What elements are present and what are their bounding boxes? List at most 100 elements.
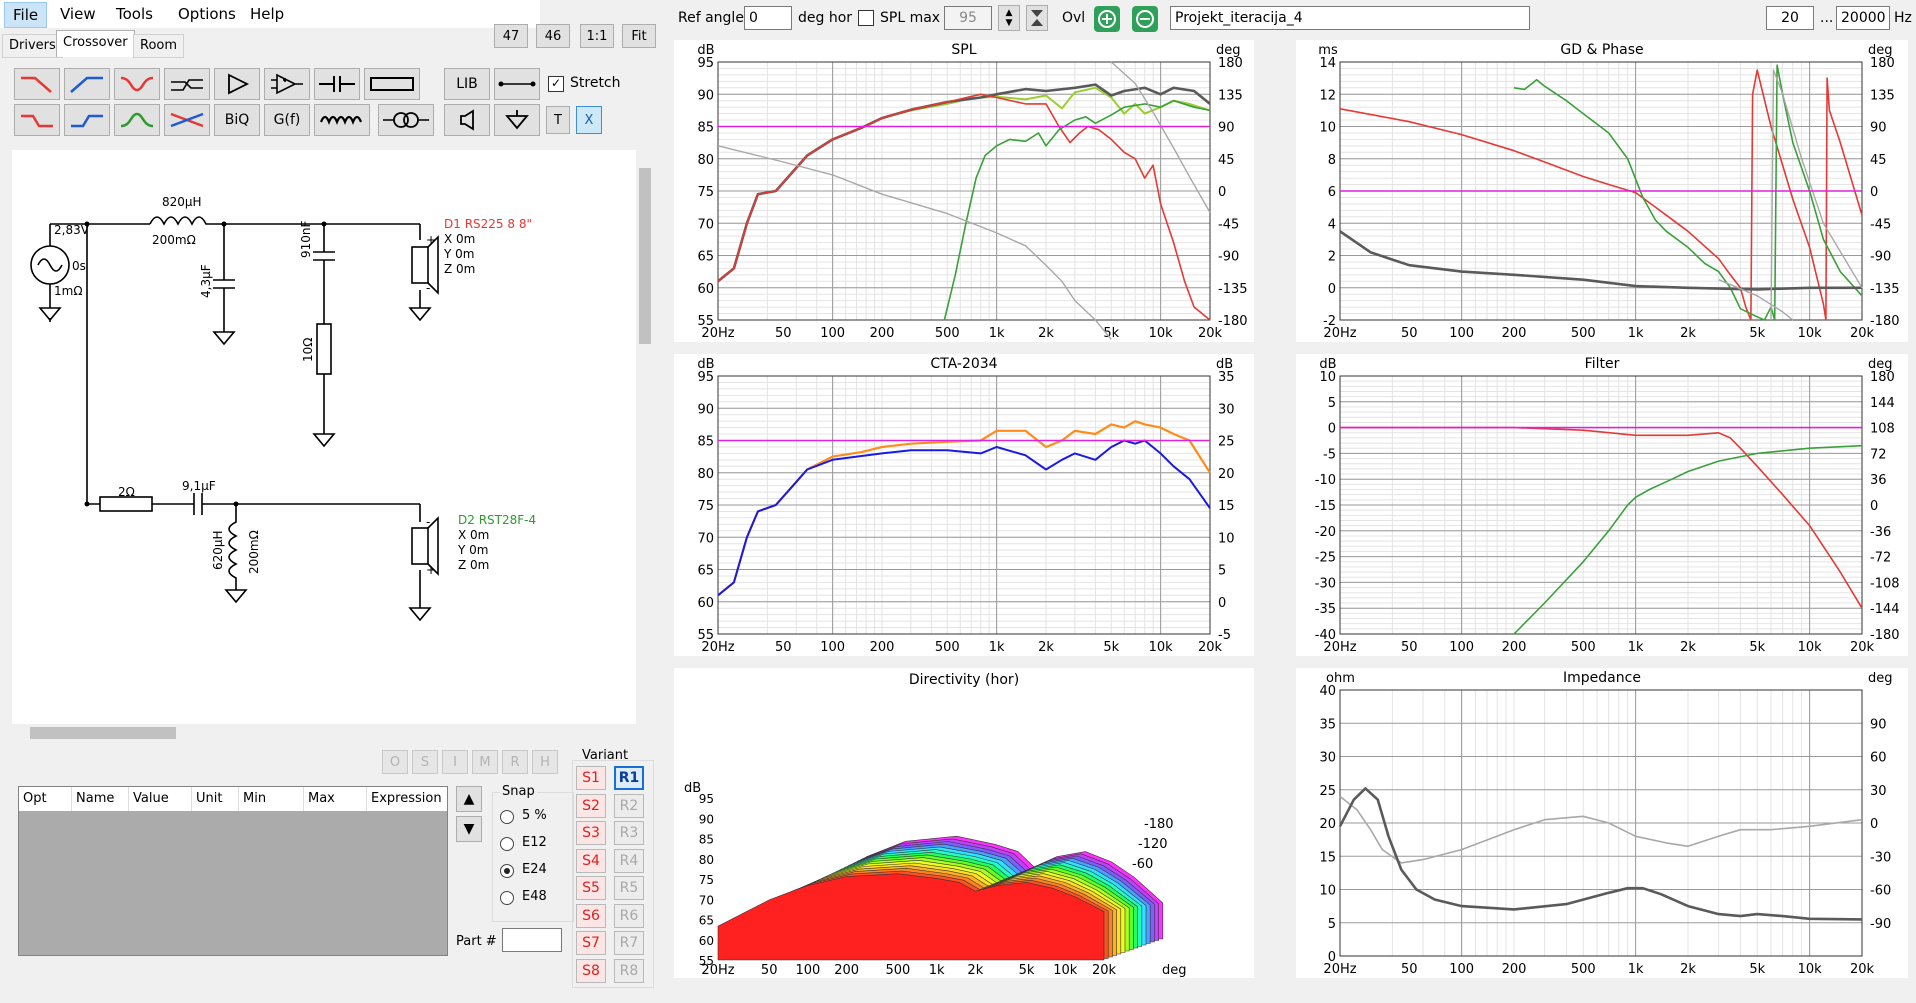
bandpass-filter-button[interactable] [114, 104, 160, 136]
spl-chart[interactable]: SPL dB deg 95 90 85 80 75 70 65 60 55 180 135 90 45 0 -45… [674, 40, 1254, 342]
optimizer-button-r[interactable]: R [502, 750, 528, 774]
variant-s5-button[interactable]: S5 [576, 876, 606, 900]
variant-s2-button[interactable]: S2 [576, 793, 606, 818]
capacitor-button[interactable] [314, 68, 360, 100]
amplifier-button[interactable] [214, 68, 260, 100]
speaker-button[interactable] [444, 104, 490, 136]
button-1-to-1[interactable]: 1:1 [580, 24, 614, 48]
directivity-y-tick: 75 [699, 873, 714, 887]
variant-r6-button[interactable]: R6 [614, 903, 644, 928]
optimizer-table[interactable]: Opt Name Value Unit Min Max Expression [18, 786, 448, 956]
ground-button[interactable] [494, 104, 540, 136]
freq-max-input[interactable] [1836, 6, 1890, 30]
tab-drivers[interactable]: Drivers [2, 34, 63, 58]
variant-r1-button[interactable]: R1 [614, 766, 644, 790]
highpass-filter-button[interactable] [64, 68, 110, 100]
col-opt[interactable]: Opt [19, 787, 72, 811]
spl-title: SPL [951, 42, 976, 58]
menu-help[interactable]: Help [250, 5, 285, 23]
optimizer-button-o[interactable]: O [382, 750, 408, 774]
biquad-button[interactable]: BiQ [214, 104, 260, 136]
spl-y-tick: 75 [697, 185, 714, 200]
col-expression[interactable]: Expression [371, 791, 442, 806]
button-47[interactable]: 47 [494, 24, 528, 48]
highpass2-filter-button[interactable] [64, 104, 110, 136]
move-up-button[interactable]: ▲ [456, 786, 482, 812]
variant-s6-button[interactable]: S6 [576, 903, 606, 928]
button-46[interactable]: 46 [536, 24, 570, 48]
delete-tool-button[interactable]: X [576, 106, 602, 134]
scroll-thumb[interactable] [30, 727, 176, 739]
snap-radio-e12[interactable] [500, 837, 514, 851]
variant-s8-button[interactable]: S8 [576, 958, 606, 983]
snap-radio-e48[interactable] [500, 891, 514, 905]
gd-phase-chart[interactable]: GD & Phase ms deg 14 12 10 8 6 4 2 0 -2 180 135 90 45 0 -… [1296, 40, 1908, 342]
impedance-chart[interactable]: 40 35 30 25 20 15 10 5 0 90 60 30 0 -30 -60 -90 Impedanc… [1296, 668, 1908, 978]
lowpass2-filter-button[interactable] [14, 104, 60, 136]
menu-tools[interactable]: Tools [116, 5, 153, 23]
filter-chart[interactable]: Filter dB deg 10 5 0 -5 -10 -15 -20 -25 -30 -35 -40 18… [1296, 354, 1908, 656]
variant-s4-button[interactable]: S4 [576, 848, 606, 873]
resistor-button[interactable] [364, 68, 420, 100]
move-down-button[interactable]: ▼ [456, 816, 482, 842]
impedance-x-tick: 5k [1749, 962, 1765, 977]
notch-filter-button[interactable] [114, 68, 160, 100]
lib-button[interactable]: LIB [444, 68, 490, 100]
optimizer-button-m[interactable]: M [472, 750, 498, 774]
variant-r4-button[interactable]: R4 [614, 848, 644, 873]
spl-max-input[interactable] [944, 6, 992, 30]
stretch-checkbox[interactable]: ✓ [548, 76, 564, 92]
project-name-input[interactable] [1170, 6, 1530, 30]
tab-crossover[interactable]: Crossover [56, 30, 135, 57]
schematic-canvas[interactable]: 2,83V 0s 1mΩ 820µH 200mΩ 4,3µF 910nF 10Ω… [12, 150, 636, 724]
freq-min-input[interactable] [1766, 6, 1814, 30]
variant-r3-button[interactable]: R3 [614, 821, 644, 845]
optimizer-button-i[interactable]: I [442, 750, 468, 774]
horizontal-scrollbar[interactable] [12, 724, 636, 742]
add-overlay-button[interactable]: + [1094, 6, 1120, 32]
col-min[interactable]: Min [239, 787, 304, 811]
part-number-input[interactable] [502, 928, 562, 952]
variant-r2-button[interactable]: R2 [614, 793, 644, 818]
snap-radio-e24[interactable] [500, 864, 514, 878]
menu-view[interactable]: View [60, 5, 96, 23]
directivity-chart[interactable]: Directivity (hor) dB 95 90 85 80 75 70 65 60 55 20H… [674, 668, 1254, 978]
fit-vertical-button[interactable] [1026, 5, 1048, 31]
transformer-button[interactable] [378, 104, 434, 136]
tab-room[interactable]: Room [133, 34, 185, 58]
variant-r8-button[interactable]: R8 [614, 958, 644, 983]
variant-s3-button[interactable]: S3 [576, 821, 606, 845]
col-name[interactable]: Name [72, 787, 129, 811]
variant-s7-button[interactable]: S7 [576, 931, 606, 955]
shelf-filter-button[interactable] [164, 68, 210, 100]
menu-options[interactable]: Options [178, 5, 236, 23]
text-tool-button[interactable]: T [546, 106, 570, 134]
crossover-filter-button[interactable] [164, 104, 210, 136]
cta-x-tick: 50 [775, 640, 792, 655]
col-max[interactable]: Max [304, 787, 367, 811]
scroll-thumb[interactable] [639, 168, 651, 344]
snap-radio-5pct[interactable] [500, 810, 514, 824]
variant-s1-button[interactable]: S1 [576, 766, 606, 790]
optimizer-button-s[interactable]: S [412, 750, 438, 774]
col-unit[interactable]: Unit [192, 787, 239, 811]
transfer-function-button[interactable]: G(f) [264, 104, 310, 136]
col-value[interactable]: Value [129, 787, 192, 811]
menu-file[interactable]: File [4, 2, 48, 28]
lowpass-filter-button[interactable] [14, 68, 60, 100]
cta-2034-chart[interactable]: CTA-2034 dB dB 95 90 85 80 75 70 65 60 55 35 30 25 20 15… [674, 354, 1254, 656]
ref-angle-input[interactable] [744, 6, 792, 30]
table-header: Opt Name Value Unit Min Max Expression [19, 787, 447, 811]
remove-overlay-button[interactable]: − [1132, 6, 1158, 32]
wire-button[interactable] [494, 68, 540, 100]
buffer-button[interactable] [264, 68, 310, 100]
spin-buttons[interactable]: ▲ ▼ [998, 5, 1020, 31]
variant-r5-button[interactable]: R5 [614, 876, 644, 900]
spl-max-checkbox[interactable] [858, 10, 874, 26]
vertical-scrollbar[interactable] [636, 150, 654, 724]
optimizer-button-h[interactable]: H [532, 750, 558, 774]
inductor-button[interactable] [314, 104, 370, 136]
impedance-x-tick: 20Hz [1323, 962, 1356, 977]
variant-r7-button[interactable]: R7 [614, 931, 644, 955]
button-fit[interactable]: Fit [622, 24, 656, 48]
